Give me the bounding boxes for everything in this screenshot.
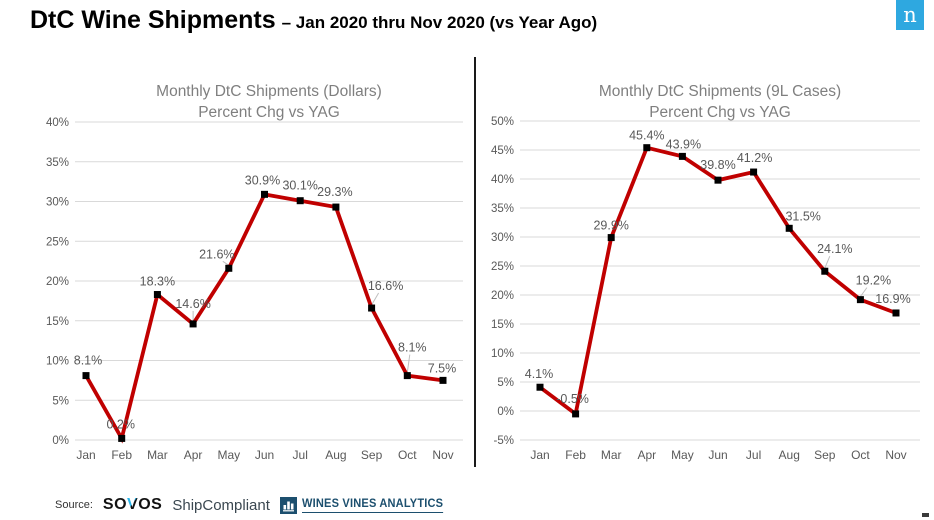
svg-text:Mar: Mar [147,448,168,462]
svg-text:Nov: Nov [432,448,453,462]
svg-text:May: May [671,448,694,462]
svg-text:5%: 5% [52,395,69,407]
wines-vines-analytics-logo: WINES VINES ANALYTICS [279,496,449,514]
svg-text:Oct: Oct [398,448,417,462]
svg-text:Aug: Aug [779,448,800,462]
svg-text:18.3%: 18.3% [140,275,175,289]
svg-text:-0.5%: -0.5% [556,392,589,406]
svg-text:May: May [217,448,240,462]
svg-text:45.4%: 45.4% [629,129,664,143]
svg-text:0.2%: 0.2% [106,417,135,431]
cropped-corner-mark [922,513,929,517]
svg-text:35%: 35% [491,203,514,215]
chart-divider [474,57,476,467]
svg-text:39.8%: 39.8% [700,158,735,172]
sovos-logo-v: V [127,496,139,513]
svg-text:29.3%: 29.3% [317,185,352,199]
svg-text:Feb: Feb [111,448,132,462]
svg-text:Jul: Jul [746,448,761,462]
svg-text:Apr: Apr [184,448,203,462]
sovos-logo: SOVOS [103,496,162,514]
svg-text:16.6%: 16.6% [368,279,403,293]
header: DtC Wine Shipments – Jan 2020 thru Nov 20… [30,6,597,35]
bar-chart-icon [279,496,297,514]
svg-text:20%: 20% [46,276,69,288]
svg-text:Oct: Oct [851,448,870,462]
wva-wordmark: WINES VINES ANALYTICS [301,498,444,513]
svg-text:Jun: Jun [255,448,274,462]
sovos-logo-text: SO [102,496,128,513]
page-subtitle: – Jan 2020 thru Nov 2020 (vs Year Ago) [281,13,598,32]
svg-text:40%: 40% [46,117,69,129]
sovos-logo-text2: OS [138,496,163,513]
svg-text:5%: 5% [497,377,514,389]
svg-text:Feb: Feb [565,448,586,462]
page-title: DtC Wine Shipments [30,6,276,34]
nielsen-logo-letter: n [903,2,917,27]
svg-text:Sep: Sep [361,448,383,462]
svg-text:Jun: Jun [708,448,727,462]
svg-text:40%: 40% [491,174,514,186]
svg-text:30%: 30% [46,197,69,209]
svg-text:19.2%: 19.2% [856,274,891,288]
svg-text:15%: 15% [491,319,514,331]
svg-text:7.5%: 7.5% [428,361,457,375]
source-label: Source: [55,499,93,511]
svg-text:41.2%: 41.2% [737,151,772,165]
svg-text:24.1%: 24.1% [817,242,852,256]
svg-text:30.1%: 30.1% [282,179,317,193]
svg-text:25%: 25% [46,236,69,248]
svg-text:Percent Chg vs YAG: Percent Chg vs YAG [198,104,340,121]
svg-text:8.1%: 8.1% [74,354,103,368]
svg-text:0%: 0% [52,435,69,447]
svg-text:Percent Chg vs YAG: Percent Chg vs YAG [649,104,791,121]
svg-text:10%: 10% [491,348,514,360]
svg-text:10%: 10% [46,356,69,368]
svg-text:43.9%: 43.9% [666,137,701,151]
svg-text:35%: 35% [46,157,69,169]
svg-text:15%: 15% [46,316,69,328]
svg-text:16.9%: 16.9% [875,292,910,306]
svg-text:21.6%: 21.6% [199,247,234,261]
svg-text:45%: 45% [491,145,514,157]
svg-text:8.1%: 8.1% [398,341,427,355]
svg-text:Jul: Jul [293,448,308,462]
svg-text:Mar: Mar [601,448,622,462]
svg-text:50%: 50% [491,116,514,128]
svg-text:Monthly DtC Shipments (Dollars: Monthly DtC Shipments (Dollars) [156,83,382,100]
cases-line-chart: Monthly DtC Shipments (9L Cases) Percent … [491,83,920,462]
svg-text:Jan: Jan [530,448,549,462]
svg-text:0%: 0% [497,406,514,418]
svg-text:25%: 25% [491,261,514,273]
svg-text:Aug: Aug [325,448,346,462]
svg-text:20%: 20% [491,290,514,302]
svg-text:31.5%: 31.5% [785,209,820,223]
svg-text:-5%: -5% [494,435,514,447]
svg-text:14.6%: 14.6% [175,297,210,311]
svg-text:Nov: Nov [885,448,906,462]
svg-text:4.1%: 4.1% [525,367,554,381]
svg-text:Sep: Sep [814,448,836,462]
svg-text:Apr: Apr [637,448,656,462]
svg-text:30%: 30% [491,232,514,244]
svg-text:29.9%: 29.9% [593,219,628,233]
source-footer: Source: SOVOS ShipCompliant WINES VINES … [55,496,449,514]
shipcompliant-logo: ShipCompliant [172,496,270,514]
svg-text:Jan: Jan [76,448,95,462]
nielsen-logo: n [896,0,924,30]
svg-text:Monthly DtC Shipments (9L Case: Monthly DtC Shipments (9L Cases) [599,83,841,100]
dollars-line-chart: Monthly DtC Shipments (Dollars) Percent C… [46,83,463,462]
svg-text:30.9%: 30.9% [245,173,280,187]
